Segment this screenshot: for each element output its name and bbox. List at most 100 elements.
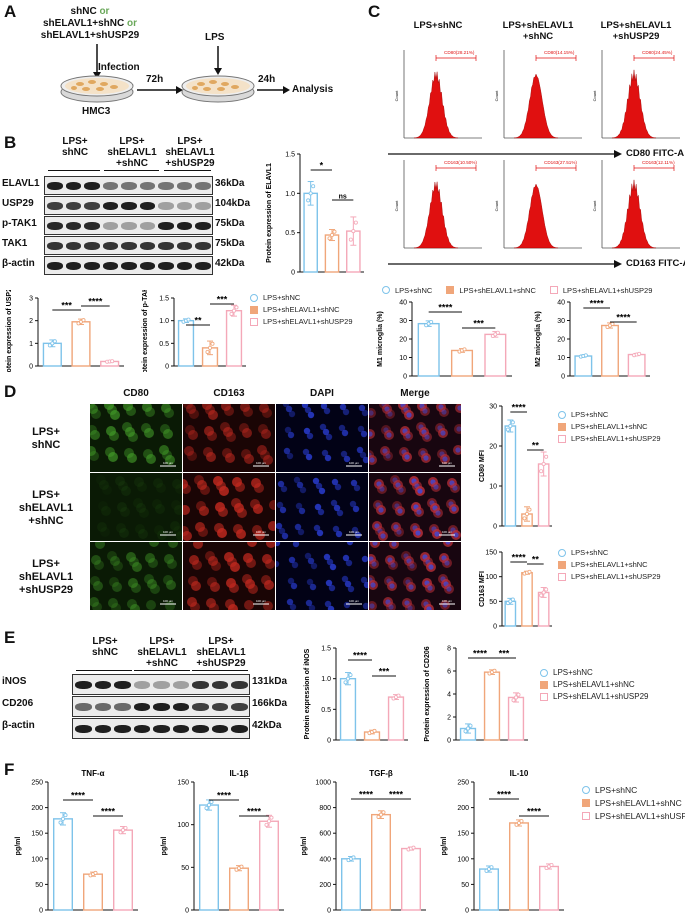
if-nucleus xyxy=(406,558,412,564)
if-cell xyxy=(344,580,352,588)
if-cell xyxy=(117,502,127,512)
y-tick-label: 50 xyxy=(489,599,497,606)
if-cell xyxy=(333,504,341,512)
bar-0 xyxy=(177,319,195,367)
if-cell xyxy=(276,542,281,547)
if-nucleus xyxy=(423,455,429,461)
blot-band xyxy=(102,221,119,230)
if-cell xyxy=(90,446,96,456)
blot-band xyxy=(84,221,100,230)
if-cell xyxy=(304,406,312,414)
sig-label: **** xyxy=(217,791,232,801)
if-nucleus xyxy=(433,484,439,490)
if-cell xyxy=(312,477,320,485)
if-column-label-1: CD163 xyxy=(213,388,245,399)
data-point xyxy=(239,864,244,869)
bar-2 xyxy=(258,820,279,911)
if-cell xyxy=(307,411,315,419)
bar-0 xyxy=(504,600,517,627)
if-cell xyxy=(319,423,327,431)
if-cell xyxy=(167,559,177,569)
if-cell xyxy=(342,554,350,562)
y-tick-label: 20 xyxy=(557,337,565,344)
blot-band xyxy=(158,181,174,190)
if-cell xyxy=(204,426,214,436)
sig-label: *** xyxy=(473,319,484,329)
if-cell xyxy=(145,407,155,417)
if-cell xyxy=(266,542,275,548)
if-cell xyxy=(257,445,267,455)
if-cell xyxy=(420,406,430,416)
if-cell xyxy=(302,448,310,456)
blot-group-underline-1 xyxy=(104,170,159,172)
legend-label-1: LPS+shELAVL1+shNC xyxy=(459,285,536,295)
blot-row-name: p-TAK1 xyxy=(2,218,37,229)
blot-band xyxy=(192,702,209,711)
scale-bar-label: 100 μm xyxy=(163,599,174,603)
legend-item-1: LPS+shELAVL1+shNC xyxy=(558,560,661,569)
if-cell xyxy=(315,482,323,490)
data-point xyxy=(549,862,554,867)
if-nucleus xyxy=(384,406,390,412)
panel-label-a: A xyxy=(4,2,17,21)
y-tick-label: 1.5 xyxy=(159,296,169,303)
group-text-1: shNC xyxy=(70,6,97,17)
if-cell xyxy=(90,425,97,435)
data-point xyxy=(351,855,356,860)
if-image-tile: 100 μm xyxy=(369,473,461,541)
data-point xyxy=(525,512,530,517)
hist-red-fill xyxy=(611,179,657,249)
y-tick-label: 3 xyxy=(29,296,33,303)
if-cell xyxy=(324,454,332,462)
count-label: Count xyxy=(394,90,399,102)
if-cell xyxy=(154,525,164,535)
if-cell xyxy=(321,449,329,457)
y-tick-label: 0 xyxy=(493,624,497,631)
if-cell xyxy=(109,577,119,587)
blot-band xyxy=(121,261,137,270)
blot-group-label-line: shNC xyxy=(91,647,119,658)
blot-band xyxy=(65,241,82,250)
if-cell xyxy=(244,600,254,610)
bar-0 xyxy=(417,322,440,377)
bar-1 xyxy=(521,572,533,627)
if-cell xyxy=(142,404,152,412)
if-row-label-line: LPS+ xyxy=(32,489,60,501)
blot-row-name: USP29 xyxy=(2,198,34,209)
blot-band xyxy=(75,680,92,689)
if-cell xyxy=(356,446,364,454)
if-cell xyxy=(350,479,358,487)
data-point xyxy=(207,803,212,808)
blot-band xyxy=(176,221,193,230)
blot-band xyxy=(47,261,63,270)
blot-group-label-line: +shUSP29 xyxy=(196,658,246,669)
legend-item-1: LPS+shELAVL1+shNC xyxy=(582,798,685,808)
if-cell xyxy=(128,432,138,442)
count-label: Count xyxy=(592,90,597,102)
blot-band xyxy=(158,261,174,270)
blot-band xyxy=(121,241,137,250)
blot-band xyxy=(176,241,193,250)
if-cell xyxy=(113,561,123,571)
bar-0 xyxy=(53,818,74,911)
if-nucleus xyxy=(421,429,427,435)
panel-label-f: F xyxy=(4,760,15,779)
sig-label: **** xyxy=(590,299,605,309)
if-nucleus xyxy=(455,447,461,453)
blot-strip xyxy=(44,216,213,235)
blot-band xyxy=(133,724,151,733)
y-tick-label: 0 xyxy=(291,270,295,277)
blot-band xyxy=(153,724,170,733)
if-cell xyxy=(279,506,287,514)
legend-item-1: LPS+shELAVL1+shNC xyxy=(540,680,648,689)
bar-1 xyxy=(71,321,91,367)
scale-bar-label: 100 μm xyxy=(349,461,360,465)
data-point xyxy=(330,233,335,238)
if-cell xyxy=(138,529,148,539)
if-cell xyxy=(209,603,219,610)
if-nucleus xyxy=(385,599,391,605)
legend-label-1: LPS+shELAVL1+shNC xyxy=(263,305,340,314)
y-tick-label: 200 xyxy=(457,805,469,812)
data-point xyxy=(327,236,332,241)
y-tick-label: 400 xyxy=(319,856,331,863)
